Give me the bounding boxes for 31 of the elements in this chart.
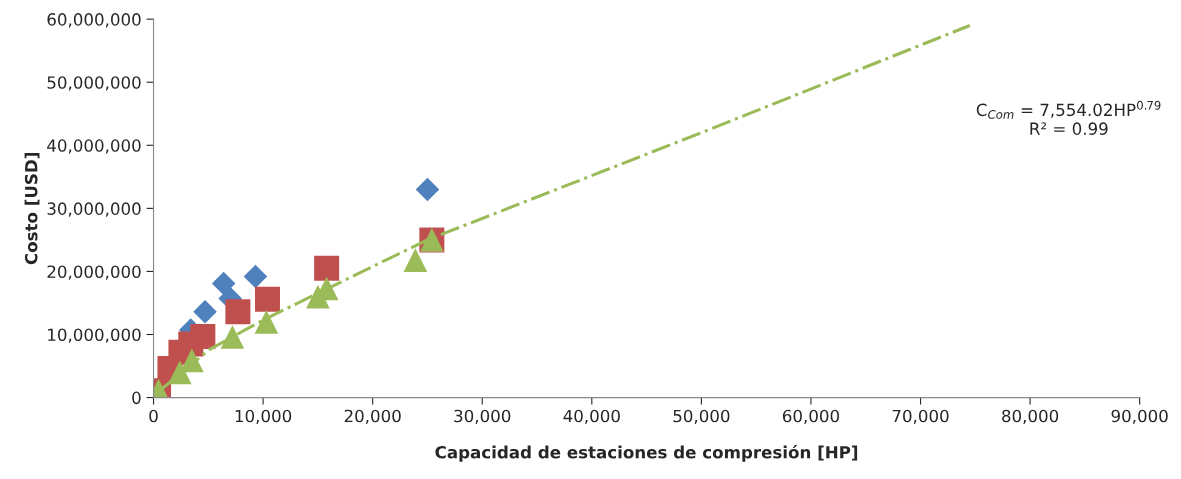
y-tick-label: 60,000,000 — [47, 13, 141, 28]
x-tick-label: 50,000 — [673, 409, 730, 424]
x-tick-label: 20,000 — [344, 409, 401, 424]
point — [190, 323, 216, 349]
point — [225, 299, 251, 325]
x-tick-label: 30,000 — [454, 409, 511, 424]
point — [220, 325, 245, 349]
text: C$_{Com}$ = 7,554.02HP$^{0.79}$ R² = 0.99 — [976, 100, 1161, 135]
x-tick-label: 60,000 — [782, 409, 840, 424]
y-tick-label: 30,000,000 — [47, 202, 141, 217]
point — [193, 300, 217, 324]
y-tick-label: 10,000,000 — [48, 328, 141, 343]
x-tick-label: 80,000 — [1002, 409, 1059, 424]
x-axis-title: Capacidad de estaciones de compresión [HP] — [435, 444, 858, 462]
y-tick-label: 0 — [132, 391, 141, 405]
y-tick-label: 20,000,000 — [47, 265, 141, 280]
point — [403, 248, 428, 272]
point — [243, 264, 268, 289]
point — [314, 255, 340, 281]
x-tick-label: 10,000 — [235, 409, 292, 424]
x-tick-label: 90,000 — [1111, 409, 1168, 424]
point — [211, 271, 236, 296]
point — [415, 177, 440, 202]
point — [254, 286, 280, 312]
y-axis-title: Costo [USD] — [24, 153, 40, 265]
point — [254, 310, 279, 334]
x-tick-label: 0 — [149, 409, 158, 423]
x-tick-label: 40,000 — [563, 409, 620, 424]
y-tick-label: 50,000,000 — [47, 76, 141, 91]
y-tick-label: 40,000,000 — [47, 139, 141, 154]
x-tick-label: 70,000 — [892, 409, 949, 424]
